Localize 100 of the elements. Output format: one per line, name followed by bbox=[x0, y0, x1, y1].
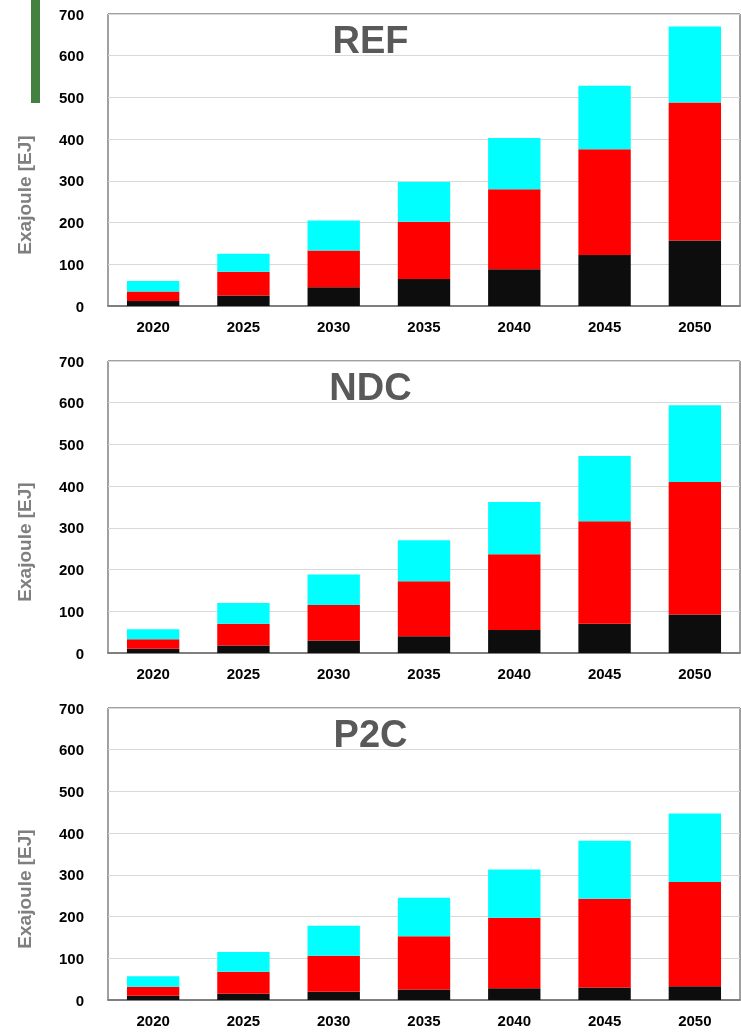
bar bbox=[397, 581, 451, 637]
x-tick-label: 2050 bbox=[678, 318, 712, 335]
bar bbox=[126, 280, 180, 292]
y-tick-label: 200 bbox=[58, 908, 84, 926]
bar bbox=[217, 952, 270, 972]
bar bbox=[307, 287, 360, 306]
x-tick-label: 2030 bbox=[317, 665, 351, 682]
bar bbox=[217, 253, 270, 272]
x-tick-label: 2025 bbox=[226, 665, 261, 682]
y-tick-label: 300 bbox=[58, 866, 84, 884]
y-tick-label: 200 bbox=[58, 214, 84, 232]
bar bbox=[488, 554, 541, 631]
bar bbox=[578, 987, 631, 1000]
bar bbox=[307, 574, 360, 606]
bar bbox=[578, 149, 631, 256]
y-tick-label: 500 bbox=[58, 88, 84, 106]
y-tick-label: 600 bbox=[58, 47, 84, 65]
bar bbox=[397, 936, 451, 990]
y-tick-label: 700 bbox=[58, 352, 84, 370]
bar bbox=[668, 240, 722, 306]
bar bbox=[307, 605, 360, 641]
bar bbox=[307, 925, 360, 956]
bar bbox=[126, 300, 180, 306]
y-tick-label: 600 bbox=[58, 741, 84, 759]
x-tick-label: 2040 bbox=[497, 1012, 531, 1029]
y-tick-label: 400 bbox=[58, 130, 84, 148]
x-tick-label: 2040 bbox=[497, 318, 531, 335]
x-tick-label: 2025 bbox=[226, 1012, 261, 1029]
y-tick-label: 700 bbox=[58, 699, 84, 717]
bar bbox=[668, 26, 722, 103]
bar bbox=[397, 540, 451, 582]
y-tick-label: 0 bbox=[75, 644, 84, 662]
bar bbox=[488, 917, 541, 989]
y-tick-label: 600 bbox=[58, 394, 84, 412]
x-tick-label: 2030 bbox=[317, 1012, 351, 1029]
bar bbox=[488, 501, 541, 555]
y-tick-label: 100 bbox=[58, 949, 84, 967]
x-tick-label: 2050 bbox=[678, 1012, 712, 1029]
y-axis-title: Exajoule [EJ] bbox=[13, 135, 35, 255]
bar bbox=[578, 255, 631, 306]
x-tick-label: 2045 bbox=[587, 1012, 622, 1029]
bar bbox=[397, 278, 451, 306]
y-tick-label: 400 bbox=[58, 477, 84, 495]
y-tick-label: 0 bbox=[75, 297, 84, 315]
bar bbox=[307, 955, 360, 992]
bar bbox=[217, 271, 270, 296]
chart-title: NDC bbox=[329, 366, 412, 408]
chart-title: P2C bbox=[333, 713, 408, 755]
x-tick-label: 2020 bbox=[136, 665, 170, 682]
bar bbox=[488, 630, 541, 653]
x-tick-label: 2035 bbox=[407, 665, 441, 682]
bar bbox=[668, 614, 722, 653]
bar bbox=[217, 645, 270, 653]
bar bbox=[668, 813, 722, 882]
x-tick-label: 2030 bbox=[317, 318, 351, 335]
bar bbox=[397, 182, 451, 222]
y-axis-title: Exajoule [EJ] bbox=[13, 829, 35, 949]
y-tick-label: 200 bbox=[58, 561, 84, 579]
bar bbox=[488, 269, 541, 306]
x-tick-label: 2050 bbox=[678, 665, 712, 682]
bar bbox=[126, 648, 180, 653]
y-tick-label: 400 bbox=[58, 824, 84, 842]
bar bbox=[126, 291, 180, 301]
x-tick-label: 2025 bbox=[226, 318, 261, 335]
bar bbox=[307, 640, 360, 653]
bar bbox=[126, 976, 180, 987]
bar bbox=[397, 989, 451, 1000]
bar bbox=[217, 993, 270, 1000]
bar bbox=[488, 137, 541, 190]
x-tick-label: 2040 bbox=[497, 665, 531, 682]
bar bbox=[217, 971, 270, 994]
x-tick-label: 2020 bbox=[136, 1012, 170, 1029]
bar bbox=[397, 897, 451, 937]
y-tick-label: 100 bbox=[58, 602, 84, 620]
x-tick-label: 2035 bbox=[407, 1012, 441, 1029]
y-tick-label: 300 bbox=[58, 519, 84, 537]
y-axis-title: Exajoule [EJ] bbox=[13, 482, 35, 602]
bar bbox=[488, 189, 541, 270]
bar bbox=[126, 986, 180, 996]
bar bbox=[397, 221, 451, 279]
bar bbox=[488, 869, 541, 918]
bar bbox=[578, 623, 631, 653]
y-tick-label: 100 bbox=[58, 255, 84, 273]
bar bbox=[307, 991, 360, 1000]
bar bbox=[668, 481, 722, 615]
y-tick-label: 0 bbox=[75, 991, 84, 1009]
bar bbox=[217, 602, 270, 624]
bar bbox=[578, 456, 631, 522]
bar bbox=[126, 639, 180, 649]
x-tick-label: 2045 bbox=[587, 318, 622, 335]
bar bbox=[668, 405, 722, 482]
y-tick-label: 500 bbox=[58, 782, 84, 800]
y-tick-label: 300 bbox=[58, 172, 84, 190]
bar bbox=[126, 995, 180, 1000]
x-tick-label: 2045 bbox=[587, 665, 622, 682]
bar bbox=[668, 986, 722, 1000]
bar bbox=[217, 295, 270, 306]
bar bbox=[578, 521, 631, 624]
bar bbox=[307, 250, 360, 288]
bar bbox=[307, 220, 360, 251]
